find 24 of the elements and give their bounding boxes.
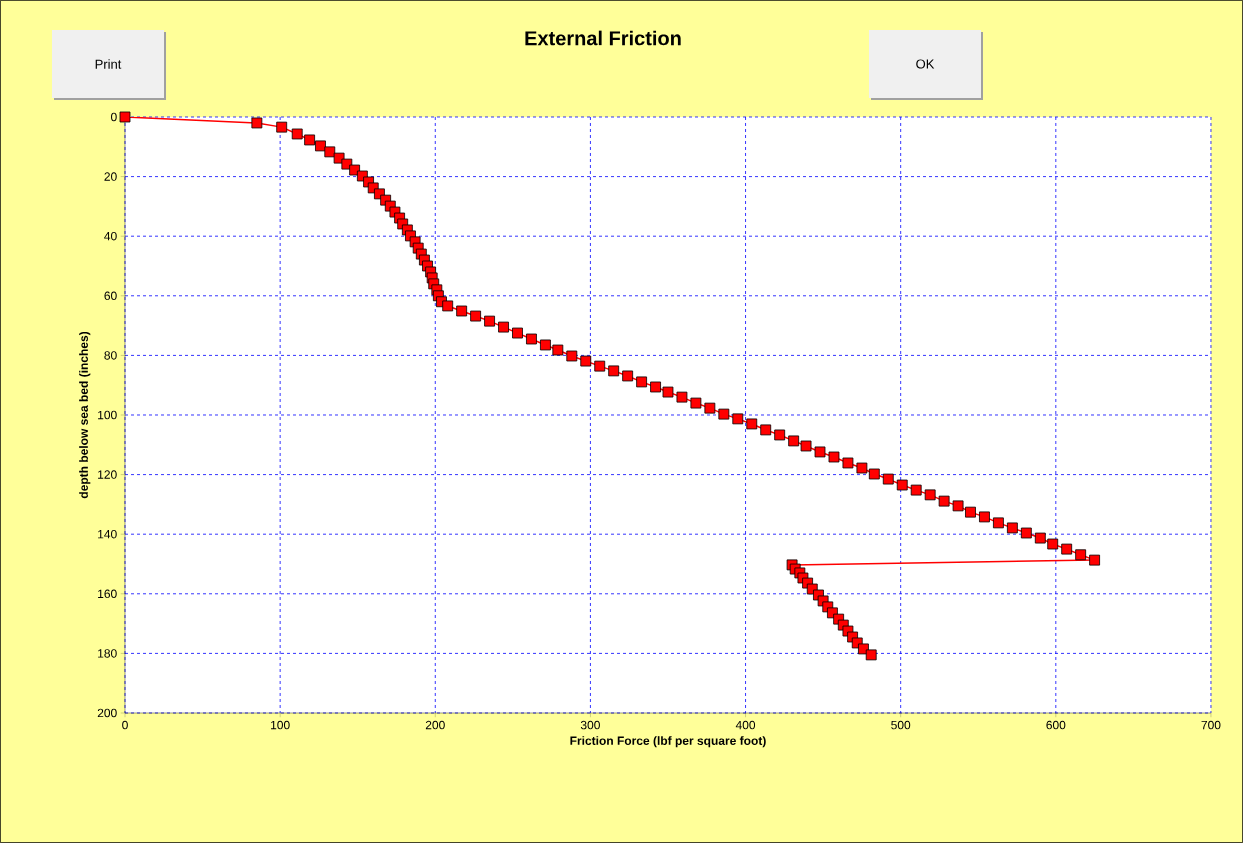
x-tick-label: 200 bbox=[425, 720, 445, 730]
x-tick-label: 100 bbox=[271, 720, 290, 730]
x-tick-label: 500 bbox=[891, 720, 911, 730]
y-tick-label: 180 bbox=[98, 649, 117, 658]
y-axis-title: depth below sea bed (inches) bbox=[79, 331, 91, 499]
text: OK bbox=[916, 59, 935, 69]
y-tick-label: 60 bbox=[104, 291, 117, 301]
x-tick-label: 700 bbox=[1201, 720, 1221, 730]
chart-title: External Friction bbox=[525, 30, 681, 46]
text: Print bbox=[95, 59, 122, 69]
x-tick-label: 600 bbox=[1046, 720, 1066, 730]
y-tick-label: 0 bbox=[111, 112, 117, 122]
y-tick-label: 100 bbox=[98, 410, 117, 420]
y-tick-label: 160 bbox=[98, 589, 117, 599]
x-tick-label: 0 bbox=[122, 720, 128, 730]
y-tick-label: 40 bbox=[104, 231, 117, 241]
y-tick-label: 80 bbox=[104, 351, 117, 360]
x-axis-title: Friction Force (lbf per square foot) bbox=[570, 736, 766, 748]
y-tick-label: 120 bbox=[98, 470, 117, 479]
y-tick-label: 140 bbox=[98, 529, 117, 539]
x-tick-label: 400 bbox=[735, 720, 756, 730]
y-tick-label: 20 bbox=[104, 172, 117, 181]
x-tick-label: 300 bbox=[580, 720, 600, 730]
y-tick-label: 200 bbox=[97, 708, 117, 718]
